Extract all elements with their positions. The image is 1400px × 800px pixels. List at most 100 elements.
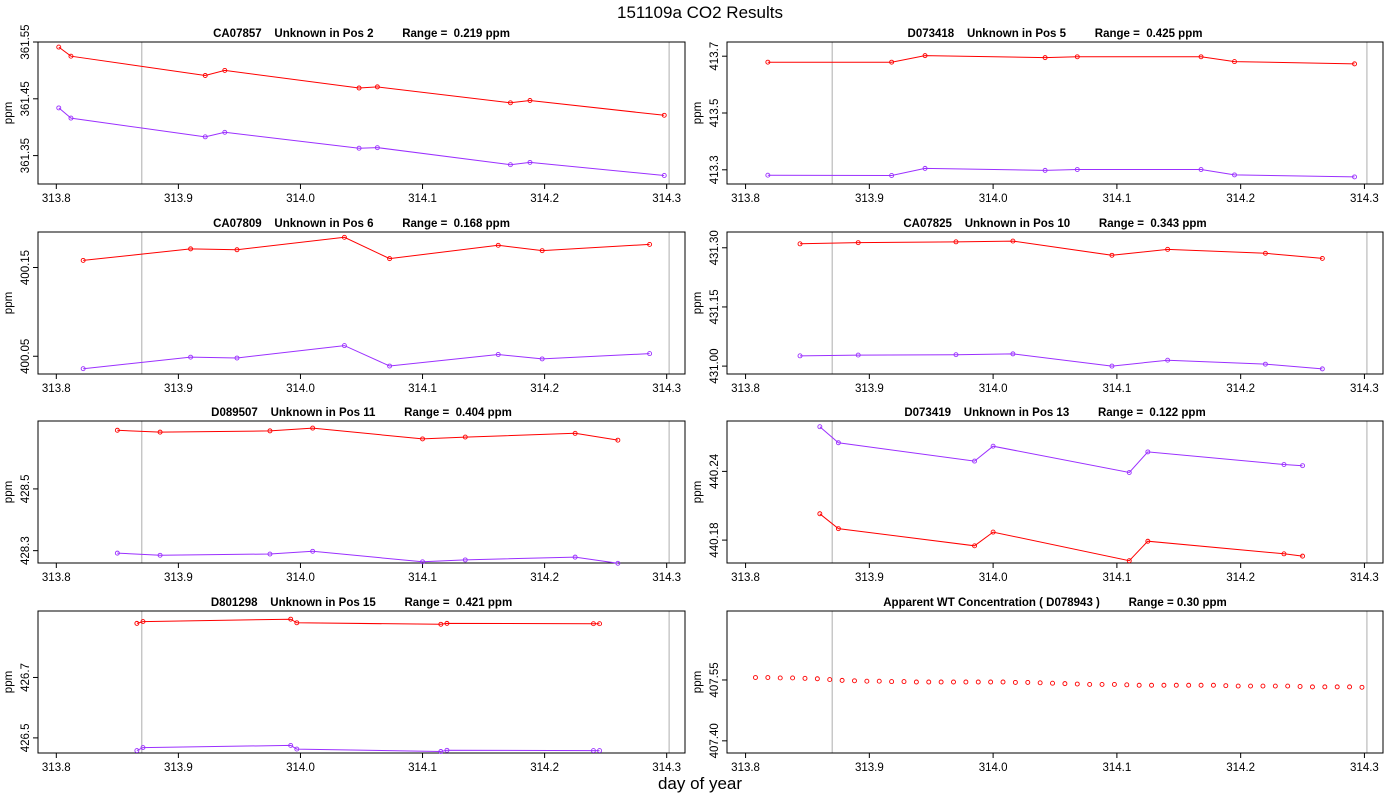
data-point-a	[1145, 538, 1151, 544]
y-axis-label: ppm	[3, 102, 15, 124]
y-tick-label: 361.35	[20, 138, 32, 173]
data-point-a	[1000, 679, 1006, 685]
y-tick-label: 426.7	[20, 663, 32, 692]
data-point-a	[1149, 682, 1154, 688]
y-tick-label: 407.55	[709, 662, 721, 697]
data-point-b	[1352, 174, 1357, 180]
data-point-a	[438, 621, 444, 627]
x-tick-label: 313.8	[731, 383, 760, 395]
data-point-b	[267, 551, 273, 557]
plot-frame	[726, 610, 1384, 754]
data-point-a	[1260, 683, 1266, 689]
data-point-b	[1232, 172, 1237, 178]
y-axis-label: ppm	[3, 671, 15, 693]
series-line-a	[136, 618, 600, 625]
data-point-b	[310, 548, 316, 554]
data-point-a	[1050, 680, 1055, 686]
panel-1: CA07857 Unknown in Pos 2 Range = 0.219 p…	[3, 24, 686, 205]
plot-frame	[726, 231, 1384, 375]
panel-3: CA07809 Unknown in Pos 6 Range = 0.168 p…	[3, 218, 686, 395]
data-point-a	[988, 679, 994, 685]
x-tick-label: 314.0	[979, 572, 1008, 584]
data-point-a	[835, 526, 841, 532]
data-point-a	[1012, 679, 1018, 685]
data-point-a	[1297, 684, 1303, 689]
data-point-a	[889, 679, 895, 685]
data-point-a	[1161, 682, 1167, 688]
x-tick-label: 313.8	[731, 193, 760, 205]
x-tick-label: 314.0	[286, 762, 315, 774]
data-point-b	[294, 746, 300, 752]
data-point-a	[913, 679, 919, 685]
panel-title: D089507 Unknown in Pos 11 Range = 0.404 …	[211, 407, 512, 419]
data-point-a	[839, 677, 845, 683]
y-axis-label: ppm	[692, 102, 704, 124]
data-point-a	[1309, 684, 1315, 690]
data-point-b	[507, 162, 513, 168]
data-point-b	[647, 351, 653, 357]
data-point-b	[68, 115, 74, 121]
data-point-a	[420, 436, 425, 442]
x-tick-label: 314.3	[1350, 762, 1379, 774]
data-point-a	[341, 234, 347, 240]
data-point-a	[1352, 61, 1357, 67]
data-point-a	[975, 679, 981, 685]
data-point-a	[495, 242, 501, 248]
y-tick-label: 413.5	[709, 99, 721, 128]
data-point-a	[827, 677, 833, 683]
y-tick-label: 431.15	[709, 289, 721, 324]
x-tick-label: 313.8	[42, 193, 71, 205]
data-point-b	[387, 363, 393, 369]
data-point-b	[1165, 357, 1171, 363]
data-point-b	[661, 173, 667, 178]
data-point-b	[1042, 167, 1048, 173]
y-axis-label: ppm	[3, 292, 15, 314]
data-point-b	[1319, 366, 1325, 372]
data-point-b	[1126, 470, 1132, 475]
data-point-b	[234, 355, 240, 361]
data-point-b	[615, 560, 621, 566]
data-point-a	[1285, 683, 1291, 689]
x-tick-label: 314.2	[1226, 193, 1255, 205]
data-point-b	[797, 353, 803, 359]
data-point-a	[1074, 54, 1080, 60]
data-point-a	[1165, 246, 1171, 252]
data-point-a	[922, 53, 928, 59]
x-tick-label: 313.8	[731, 762, 760, 774]
y-axis-label: ppm	[692, 481, 704, 503]
y-tick-label: 413.7	[709, 42, 721, 71]
data-point-b	[527, 159, 533, 165]
data-point-a	[864, 678, 870, 684]
data-point-a	[288, 616, 294, 622]
data-point-a	[1010, 238, 1016, 244]
data-point-a	[507, 100, 513, 106]
x-tick-label: 314.2	[530, 193, 559, 205]
data-point-b	[1262, 361, 1268, 367]
y-tick-label: 431.00	[709, 349, 721, 384]
x-tick-label: 314.1	[408, 193, 437, 205]
panel-5: D089507 Unknown in Pos 11 Range = 0.404 …	[3, 407, 686, 584]
data-point-a	[753, 675, 758, 680]
data-point-a	[963, 679, 969, 685]
data-point-a	[1223, 683, 1229, 689]
data-point-a	[1334, 684, 1340, 690]
panel-title: CA07825 Unknown in Pos 10 Range = 0.343 …	[903, 218, 1206, 230]
data-point-a	[1126, 558, 1132, 564]
data-point-a	[765, 675, 771, 680]
y-tick-label: 400.05	[20, 339, 32, 374]
data-point-a	[310, 425, 316, 431]
data-point-b	[495, 352, 501, 357]
x-tick-label: 314.1	[1102, 193, 1131, 205]
data-point-a	[202, 73, 208, 78]
data-point-b	[438, 749, 444, 754]
data-point-b	[590, 748, 596, 754]
y-tick-label: 440.18	[709, 523, 721, 558]
data-point-a	[68, 53, 74, 59]
data-point-b	[420, 559, 425, 565]
data-point-b	[114, 550, 120, 556]
y-tick-label: 361.55	[20, 24, 32, 59]
data-point-b	[56, 105, 62, 111]
x-tick-label: 313.9	[164, 762, 193, 774]
series-line-b	[117, 550, 618, 564]
data-point-b	[855, 352, 861, 358]
